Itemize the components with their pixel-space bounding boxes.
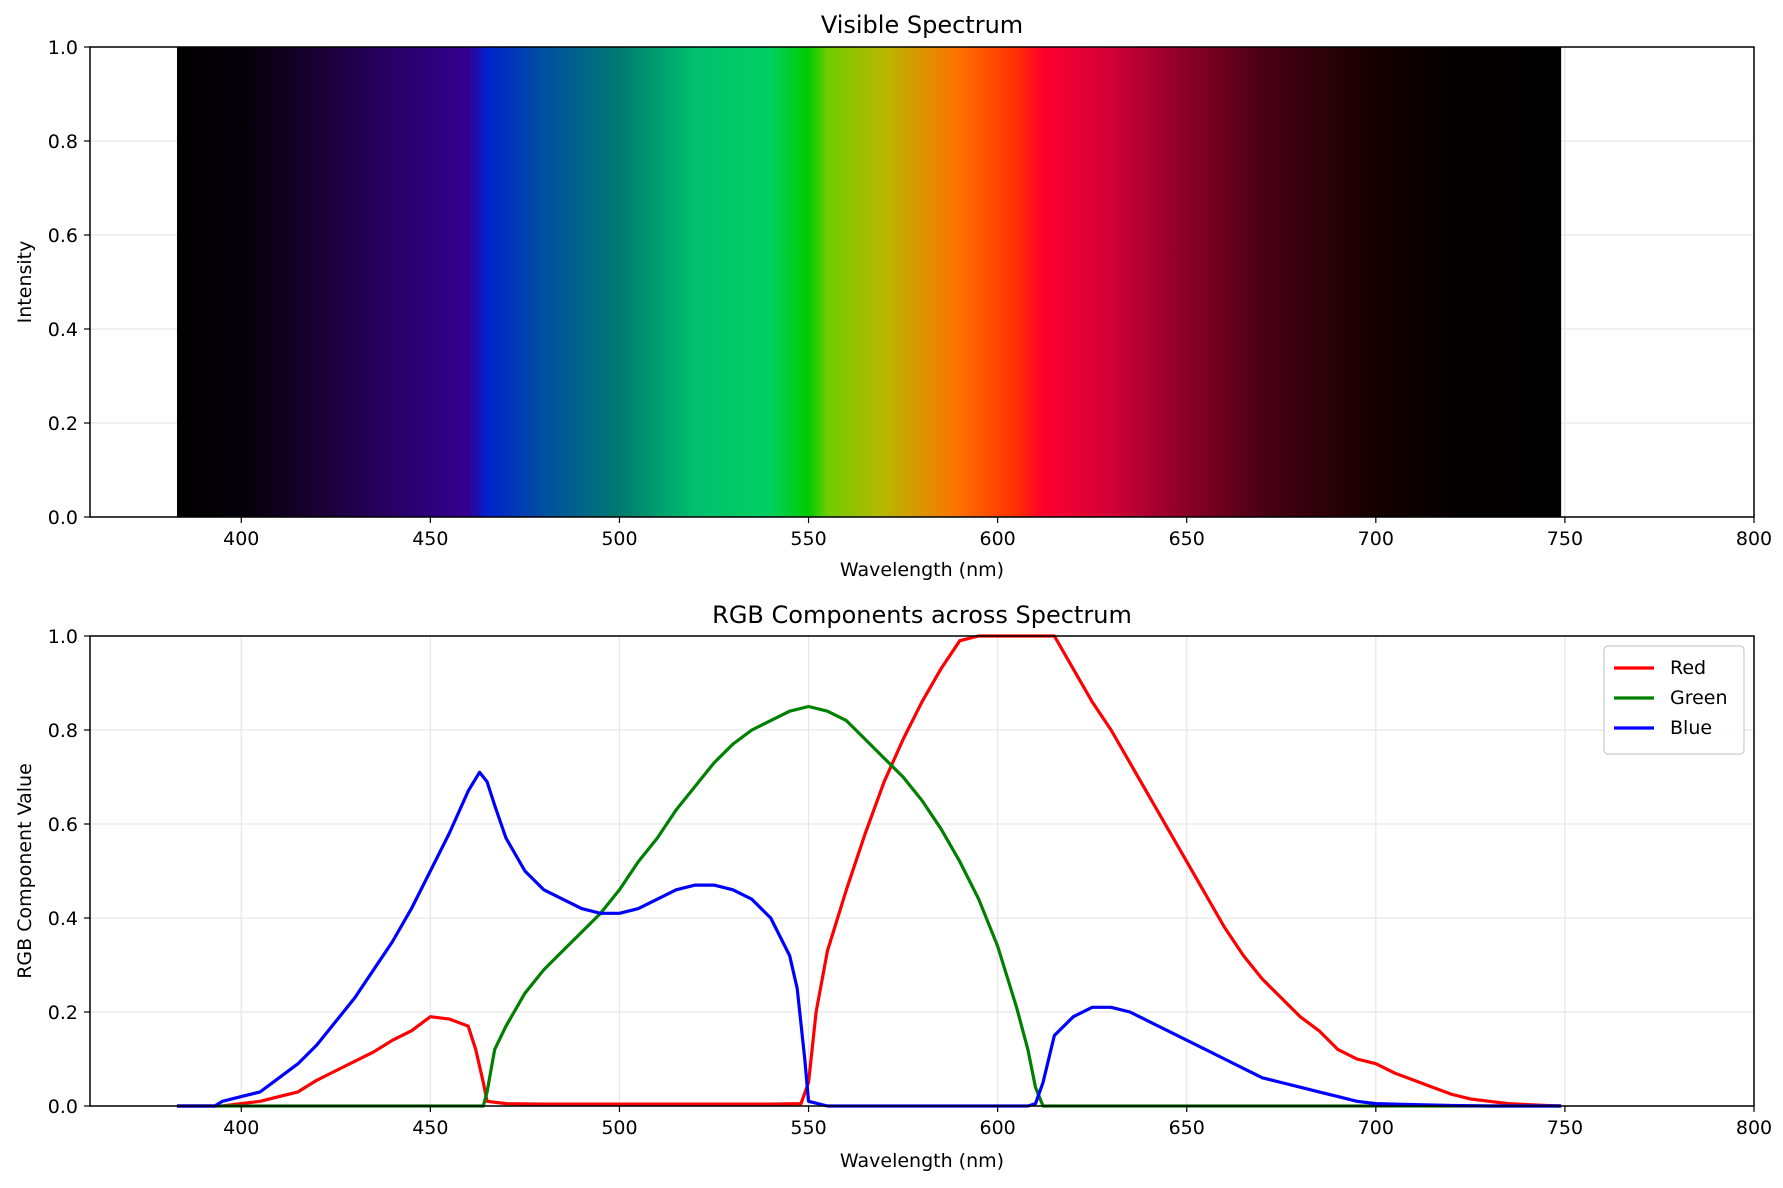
x-tick-label: 550 — [790, 1117, 826, 1139]
series-line-blue — [176, 770, 1562, 1108]
x-tick-label: 550 — [790, 528, 826, 550]
x-tick-label: 650 — [1169, 528, 1205, 550]
y-tick-label: 0.2 — [48, 413, 78, 435]
y-tick-label: 1.0 — [48, 626, 78, 648]
x-tick-label: 750 — [1547, 1117, 1583, 1139]
grid — [90, 635, 1755, 1107]
x-axis-ticks: 400 450 500 550 600 650 700 750 800 — [223, 517, 1772, 550]
x-tick-label: 450 — [412, 1117, 448, 1139]
plot-frame — [89, 46, 1755, 518]
legend-label: Red — [1670, 657, 1706, 679]
spectrum-band — [176, 47, 1562, 517]
x-axis-ticks: 400 450 500 550 600 650 700 750 800 — [223, 1106, 1772, 1139]
y-tick-label: 0.6 — [48, 814, 78, 836]
x-tick-label: 600 — [980, 1117, 1016, 1139]
x-tick-label: 650 — [1169, 1117, 1205, 1139]
legend-label: Blue — [1670, 717, 1712, 739]
y-axis-ticks: 0.0 0.2 0.4 0.6 0.8 1.0 — [48, 626, 90, 1118]
x-tick-label: 400 — [223, 1117, 259, 1139]
x-tick-label: 800 — [1736, 528, 1772, 550]
visible-spectrum-chart: Visible Spectrum 400 450 500 550 600 650 700 75… — [14, 11, 1772, 581]
legend-label: Green — [1670, 687, 1728, 709]
y-tick-label: 0.6 — [48, 225, 78, 247]
series-lines — [176, 634, 1562, 1108]
x-tick-label: 700 — [1358, 1117, 1394, 1139]
y-tick-label: 1.0 — [48, 37, 78, 59]
x-tick-label: 500 — [601, 1117, 637, 1139]
y-tick-label: 0.8 — [48, 131, 78, 153]
y-tick-label: 0.4 — [48, 908, 78, 930]
y-tick-label: 0.0 — [48, 1096, 78, 1118]
x-tick-label: 400 — [223, 528, 259, 550]
y-axis-label: Intensity — [14, 241, 36, 324]
chart-title: RGB Components across Spectrum — [712, 601, 1132, 629]
y-tick-label: 0.4 — [48, 319, 78, 341]
plot-frame — [89, 635, 1755, 1107]
x-tick-label: 450 — [412, 528, 448, 550]
rgb-components-chart: RGB Components across Spectrum 400 450 500… — [14, 601, 1772, 1172]
y-tick-label: 0.2 — [48, 1002, 78, 1024]
chart-title: Visible Spectrum — [821, 11, 1023, 39]
y-tick-label: 0.0 — [48, 507, 78, 529]
x-tick-label: 700 — [1358, 528, 1394, 550]
x-tick-label: 600 — [980, 528, 1016, 550]
x-tick-label: 800 — [1736, 1117, 1772, 1139]
series-line-green — [176, 704, 1562, 1108]
series-line-red — [176, 634, 1562, 1108]
x-tick-label: 500 — [601, 528, 637, 550]
x-axis-label: Wavelength (nm) — [840, 1150, 1004, 1172]
y-tick-label: 0.8 — [48, 720, 78, 742]
y-axis-label: RGB Component Value — [14, 763, 36, 979]
x-axis-label: Wavelength (nm) — [840, 559, 1004, 581]
legend: Red Green Blue — [1603, 645, 1745, 755]
x-tick-label: 750 — [1547, 528, 1583, 550]
y-axis-ticks: 0.0 0.2 0.4 0.6 0.8 1.0 — [48, 37, 90, 529]
